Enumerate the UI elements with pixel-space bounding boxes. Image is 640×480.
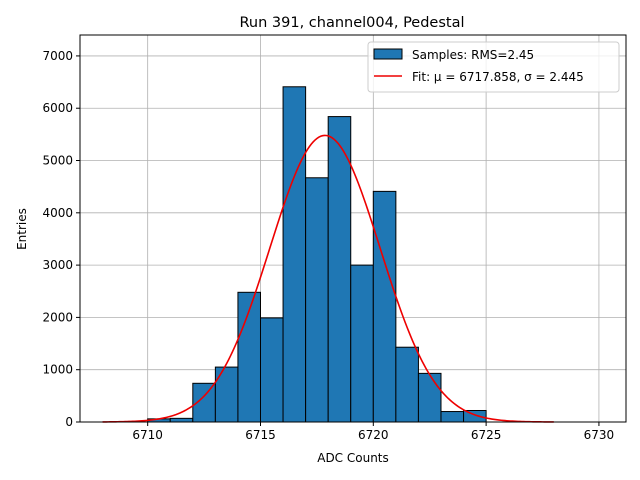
histogram-bar-13	[440, 411, 465, 423]
x-tick-label-6725: 6725	[471, 428, 502, 442]
y-axis-label: Entries	[15, 208, 29, 250]
histogram-bar-11	[395, 346, 419, 423]
histogram-bar-10	[372, 190, 397, 423]
y-tick-label-7000: 7000	[42, 49, 73, 63]
legend-fit-label: Fit: μ = 6717.858, σ = 2.445	[412, 70, 584, 84]
histogram-bar-12	[417, 372, 442, 423]
x-axis-ticks: 6710 6715 6720 6725 6730	[132, 422, 614, 442]
histogram-bar-1	[169, 417, 194, 423]
y-axis-ticks: 0 1000 2000 3000 4000 5000 6000 7000	[42, 49, 80, 429]
histogram-bar-9	[350, 264, 374, 423]
y-tick-label-0: 0	[65, 415, 73, 429]
fit-curve-group	[102, 134, 554, 423]
chart-title: Run 391, channel004, Pedestal	[239, 15, 464, 31]
y-tick-label-6000: 6000	[42, 101, 73, 115]
y-tick-label-5000: 5000	[42, 154, 73, 168]
histogram-bar-5	[259, 317, 284, 423]
legend-samples-swatch	[373, 48, 403, 60]
y-tick-label-4000: 4000	[42, 206, 73, 220]
histogram-bar-7	[305, 177, 329, 423]
x-tick-label-6720: 6720	[358, 428, 389, 442]
x-tick-label-6710: 6710	[132, 428, 163, 442]
x-tick-label-6730: 6730	[584, 428, 615, 442]
histogram-bar-3	[214, 366, 239, 423]
y-tick-label-1000: 1000	[42, 363, 73, 377]
legend: Samples: RMS=2.45 Fit: μ = 6717.858, σ =…	[367, 41, 620, 93]
histogram-bar-6	[282, 86, 307, 423]
legend-box	[367, 41, 620, 93]
x-axis-label: ADC Counts	[317, 451, 389, 465]
y-tick-label-3000: 3000	[42, 258, 73, 272]
histogram-bars	[147, 86, 487, 423]
legend-samples-label: Samples: RMS=2.45	[412, 48, 534, 62]
x-tick-label-6715: 6715	[245, 428, 276, 442]
fit-curve	[102, 134, 554, 423]
plot-area-frame	[79, 34, 627, 423]
histogram-bar-8	[327, 116, 352, 423]
y-tick-label-2000: 2000	[42, 310, 73, 324]
